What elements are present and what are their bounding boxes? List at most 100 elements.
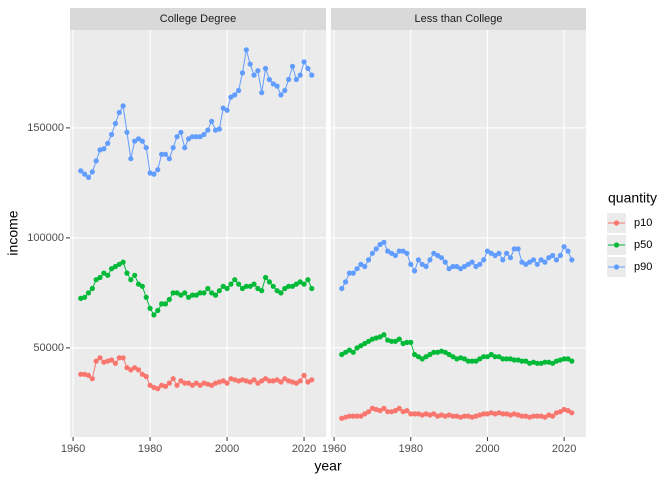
data-point [151, 312, 157, 318]
data-point [404, 250, 410, 256]
data-point [166, 380, 172, 386]
data-point [305, 379, 311, 385]
data-point [342, 279, 349, 285]
data-point [282, 87, 288, 94]
data-point [458, 266, 464, 272]
legend-key-point [613, 220, 620, 226]
data-point [473, 358, 479, 364]
data-point [197, 134, 203, 140]
data-point [228, 94, 234, 100]
data-point [500, 356, 506, 362]
data-point [511, 357, 517, 363]
legend-key-point [613, 242, 620, 248]
data-point [262, 274, 269, 281]
data-point [262, 65, 269, 72]
data-point [427, 257, 433, 263]
data-point [185, 136, 192, 142]
data-point [239, 70, 246, 76]
x-tick-label: 2000 [475, 443, 499, 455]
data-point [561, 244, 567, 250]
data-point [465, 261, 471, 267]
data-point [189, 292, 196, 298]
data-point [358, 343, 364, 349]
data-point [362, 263, 368, 270]
data-point [419, 356, 425, 362]
data-point [286, 76, 292, 83]
data-point [266, 378, 273, 384]
data-point [404, 339, 410, 345]
data-point [85, 372, 92, 378]
data-point [255, 285, 261, 292]
data-point [135, 136, 142, 142]
data-point [228, 281, 234, 287]
data-point [293, 380, 299, 386]
y-tick-label: 50000 [33, 342, 64, 354]
data-point [297, 279, 303, 285]
data-point [143, 145, 149, 151]
panel-background [70, 30, 326, 437]
data-point [530, 413, 537, 419]
data-point [354, 413, 360, 419]
data-point [162, 301, 169, 307]
data-point [155, 167, 161, 173]
data-point [534, 261, 540, 267]
data-point [442, 259, 448, 265]
data-point [469, 259, 475, 265]
data-point [305, 65, 311, 72]
data-point [488, 250, 494, 256]
data-point [396, 336, 402, 342]
data-point [185, 380, 192, 386]
data-point [411, 268, 418, 274]
data-point [266, 279, 273, 285]
data-point [289, 283, 296, 289]
panel-background [331, 30, 586, 437]
data-point [286, 283, 292, 289]
data-point [461, 263, 468, 270]
data-point [105, 140, 111, 146]
data-point [542, 359, 548, 365]
data-point [266, 76, 273, 83]
data-point [381, 239, 387, 245]
data-point [504, 250, 510, 256]
facet-title: College Degree [160, 13, 236, 25]
data-point [309, 285, 315, 292]
data-point [120, 259, 126, 265]
data-point [523, 358, 529, 364]
data-point [166, 296, 172, 303]
data-point [82, 294, 88, 300]
data-point [557, 252, 563, 259]
data-point [381, 332, 387, 338]
data-point [365, 409, 372, 415]
data-point [262, 376, 269, 382]
data-point [377, 408, 383, 414]
data-point [174, 382, 180, 388]
data-point [350, 413, 356, 419]
data-point [519, 413, 525, 419]
data-point [461, 356, 468, 362]
data-point [415, 257, 422, 263]
data-point [193, 380, 199, 386]
data-point [147, 305, 153, 311]
data-point [450, 354, 456, 360]
data-point [108, 131, 115, 138]
data-point [197, 382, 203, 388]
data-point [174, 290, 180, 296]
x-tick-label: 1980 [399, 443, 423, 455]
data-point [377, 334, 383, 340]
data-point [365, 257, 372, 263]
data-point [492, 252, 498, 259]
data-point [408, 339, 414, 345]
data-point [377, 241, 383, 248]
data-point [224, 380, 230, 386]
data-point [255, 68, 261, 74]
data-point [484, 248, 491, 254]
data-point [550, 252, 556, 259]
data-point [297, 72, 303, 78]
data-point [546, 255, 552, 261]
data-point [116, 355, 122, 361]
data-point [396, 405, 402, 411]
data-point [362, 340, 368, 347]
data-point [408, 261, 414, 267]
data-point [289, 63, 296, 69]
data-point [220, 105, 226, 111]
